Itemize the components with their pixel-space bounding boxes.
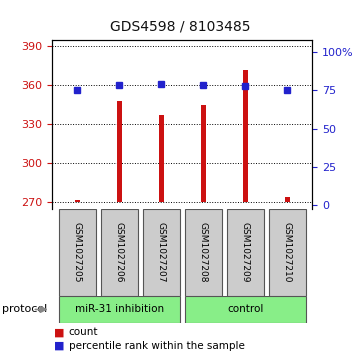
FancyBboxPatch shape xyxy=(185,209,222,296)
Text: ■: ■ xyxy=(54,341,65,351)
FancyBboxPatch shape xyxy=(59,209,96,296)
Text: control: control xyxy=(227,305,264,314)
Text: GSM1027207: GSM1027207 xyxy=(157,222,166,282)
Text: GSM1027206: GSM1027206 xyxy=(115,222,124,282)
Text: count: count xyxy=(69,327,98,337)
FancyBboxPatch shape xyxy=(269,209,305,296)
Text: GSM1027208: GSM1027208 xyxy=(199,222,208,282)
Bar xyxy=(159,115,164,202)
FancyBboxPatch shape xyxy=(143,209,180,296)
Text: ■: ■ xyxy=(54,327,65,337)
Text: percentile rank within the sample: percentile rank within the sample xyxy=(69,341,244,351)
Bar xyxy=(284,197,290,202)
Text: GDS4598 / 8103485: GDS4598 / 8103485 xyxy=(110,20,251,34)
Bar xyxy=(117,101,122,202)
FancyBboxPatch shape xyxy=(59,296,180,323)
Text: protocol: protocol xyxy=(2,305,47,314)
FancyBboxPatch shape xyxy=(185,296,305,323)
Bar xyxy=(201,105,206,202)
Text: miR-31 inhibition: miR-31 inhibition xyxy=(75,305,164,314)
Bar xyxy=(75,200,80,202)
Text: GSM1027210: GSM1027210 xyxy=(283,222,292,282)
FancyBboxPatch shape xyxy=(227,209,264,296)
Bar xyxy=(243,70,248,202)
FancyBboxPatch shape xyxy=(101,209,138,296)
Text: GSM1027205: GSM1027205 xyxy=(73,222,82,282)
Text: GSM1027209: GSM1027209 xyxy=(241,222,250,282)
